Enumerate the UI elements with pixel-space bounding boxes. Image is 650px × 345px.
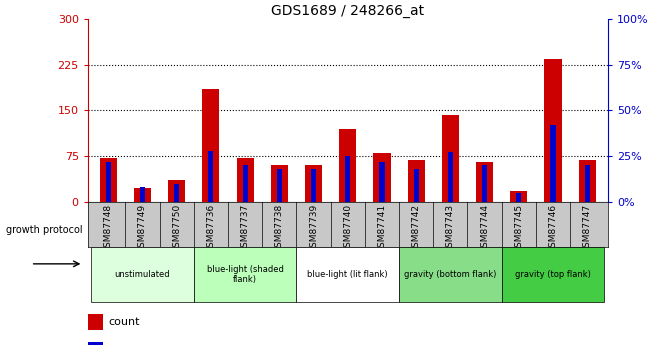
Bar	[168, 180, 185, 202]
Text: blue-light (lit flank): blue-light (lit flank)	[307, 270, 388, 279]
Bar	[271, 165, 288, 202]
Bar	[551, 125, 556, 202]
Bar	[584, 165, 590, 202]
Text: GSM87739: GSM87739	[309, 204, 318, 253]
Bar	[399, 247, 502, 302]
Text: growth protocol: growth protocol	[6, 225, 82, 235]
Title: GDS1689 / 248266_at: GDS1689 / 248266_at	[271, 4, 424, 18]
Text: gravity (top flank): gravity (top flank)	[515, 270, 591, 279]
Bar	[209, 151, 213, 202]
Bar	[174, 184, 179, 202]
Bar	[545, 59, 562, 202]
Bar	[91, 247, 194, 302]
Text: GSM87748: GSM87748	[104, 204, 113, 253]
Text: unstimulated: unstimulated	[114, 270, 170, 279]
Bar	[194, 247, 296, 302]
Bar	[106, 161, 111, 202]
Bar	[277, 169, 282, 202]
Bar	[448, 152, 453, 202]
Bar	[242, 165, 248, 202]
Bar	[413, 169, 419, 202]
Text: GSM87737: GSM87737	[240, 204, 250, 253]
Bar	[140, 187, 145, 202]
Bar	[442, 115, 459, 202]
Text: GSM87744: GSM87744	[480, 204, 489, 253]
Bar	[380, 161, 385, 202]
Text: GSM87746: GSM87746	[549, 204, 558, 253]
Bar	[88, 342, 103, 345]
Text: gravity (bottom flank): gravity (bottom flank)	[404, 270, 497, 279]
Text: GSM87750: GSM87750	[172, 204, 181, 253]
Bar	[482, 165, 487, 202]
Bar	[510, 191, 527, 202]
Bar	[237, 158, 254, 202]
Text: blue-light (shaded
flank): blue-light (shaded flank)	[207, 265, 283, 284]
Bar	[516, 193, 521, 202]
Bar	[134, 188, 151, 202]
Bar	[88, 314, 103, 330]
Text: GSM87742: GSM87742	[411, 204, 421, 253]
Bar	[339, 129, 356, 202]
Bar	[408, 160, 424, 202]
Bar	[296, 247, 399, 302]
Text: GSM87743: GSM87743	[446, 204, 455, 253]
Bar	[502, 247, 604, 302]
Text: count: count	[109, 317, 140, 327]
Text: GSM87745: GSM87745	[514, 204, 523, 253]
Text: GSM87736: GSM87736	[207, 204, 215, 253]
Bar	[345, 156, 350, 202]
Bar	[476, 162, 493, 202]
Text: GSM87741: GSM87741	[378, 204, 387, 253]
Bar	[305, 165, 322, 202]
Bar	[578, 160, 596, 202]
Text: GSM87740: GSM87740	[343, 204, 352, 253]
Text: GSM87747: GSM87747	[582, 204, 592, 253]
Bar	[99, 158, 117, 202]
Text: GSM87749: GSM87749	[138, 204, 147, 253]
Text: GSM87738: GSM87738	[275, 204, 284, 253]
Bar	[311, 169, 316, 202]
Bar	[373, 153, 391, 202]
Bar	[202, 89, 220, 202]
